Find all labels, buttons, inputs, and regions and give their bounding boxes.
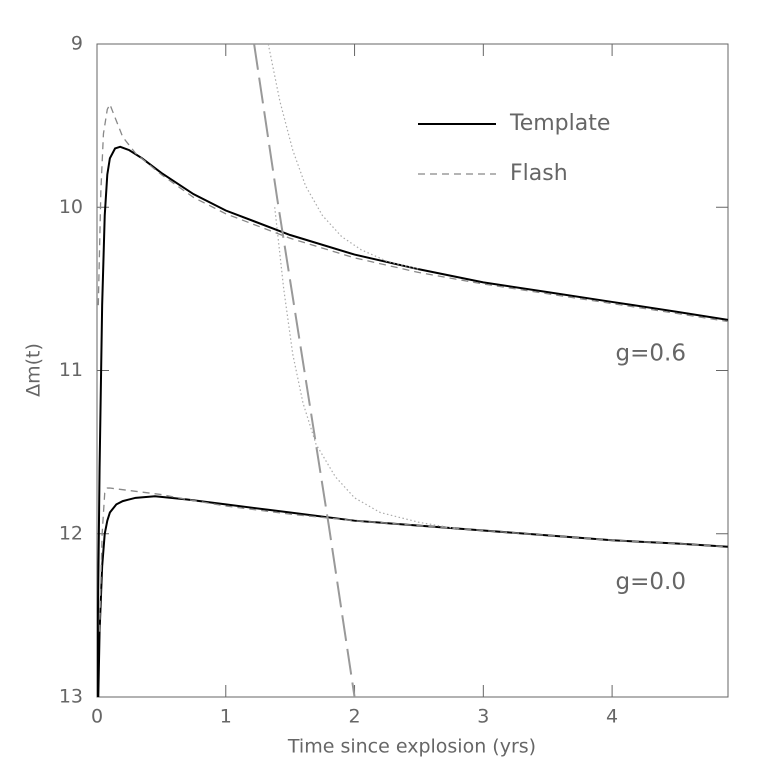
series-line	[274, 207, 458, 530]
series-line	[97, 495, 728, 697]
x-tick-label: 1	[220, 706, 232, 728]
series-line	[253, 44, 356, 697]
y-tick-label: 9	[71, 33, 83, 55]
x-tick-label: 4	[606, 706, 618, 728]
x-tick-label: 3	[477, 706, 489, 728]
legend-label: Flash	[510, 161, 568, 186]
x-tick-label: 0	[91, 706, 103, 728]
annotation: g=0.0	[616, 569, 686, 595]
y-tick-label: 13	[59, 686, 83, 708]
annotation: g=0.6	[616, 341, 686, 367]
plot-frame	[96, 43, 729, 698]
series-line	[267, 44, 420, 270]
lines	[97, 44, 728, 697]
axes	[96, 43, 728, 698]
legend-label: Template	[509, 111, 610, 136]
x-tick-label: 2	[349, 706, 361, 728]
series-line	[98, 487, 728, 632]
series-line	[97, 145, 728, 697]
series-line	[97, 102, 728, 323]
y-axis-label: Δm(t)	[23, 343, 45, 397]
y-tick-label: 10	[59, 196, 83, 218]
y-tick-label: 11	[59, 359, 83, 381]
x-axis-label: Time since explosion (yrs)	[287, 736, 536, 758]
y-tick-label: 12	[59, 522, 83, 544]
